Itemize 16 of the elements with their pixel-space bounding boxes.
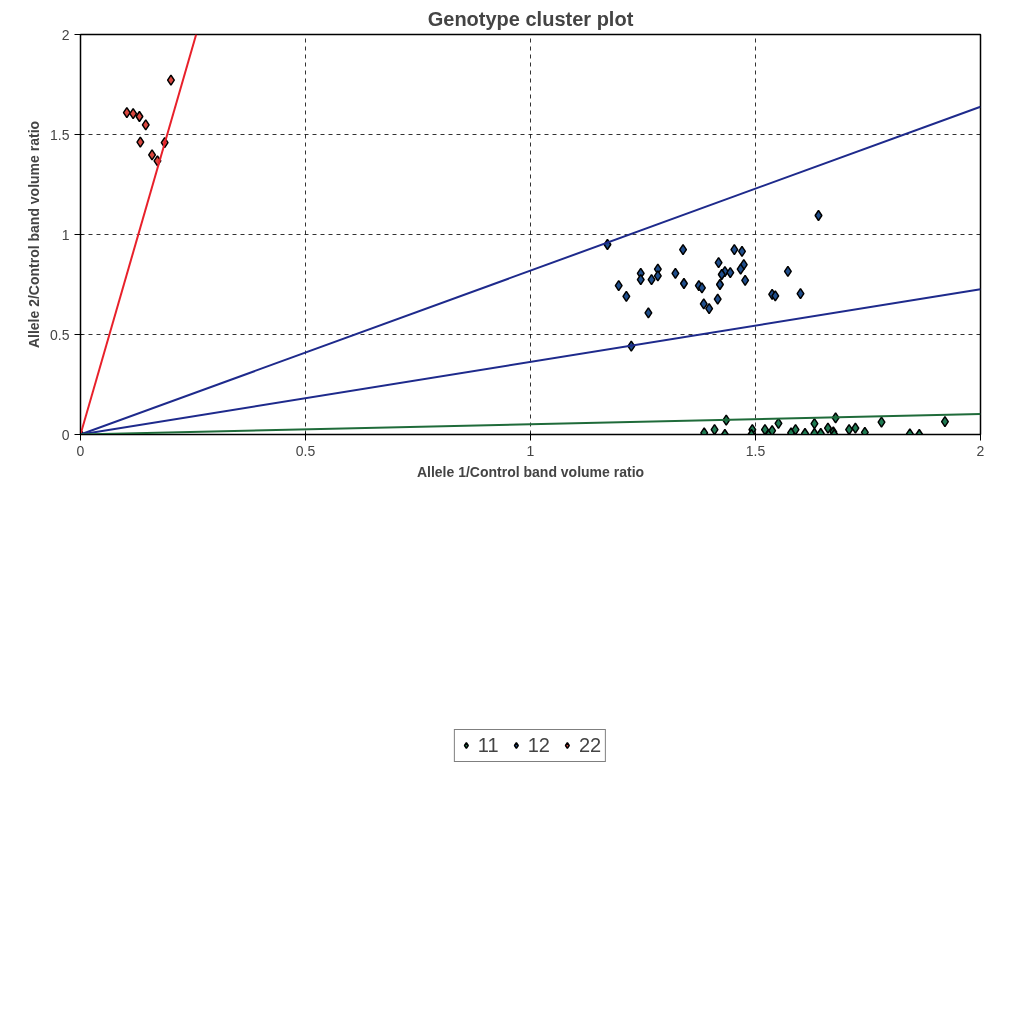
legend-label: 11 [477,733,499,757]
x-axis-title: Allele 1/Control band volume ratio [416,463,645,480]
y-tick-label: 2 [61,26,70,43]
x-tick-label: 2 [976,442,985,459]
x-tick-label: 1 [526,442,535,459]
chart-title: Genotype cluster plot [427,7,634,30]
x-tick-label: 0.5 [295,442,316,459]
x-tick-label: 1.5 [745,442,766,459]
legend-label: 12 [527,733,550,757]
legend-label: 22 [578,733,602,757]
y-axis-title: Allele 2/Control band volume ratio [26,120,43,349]
y-tick-label: 1.5 [50,126,70,143]
x-tick-label: 0 [76,442,85,459]
y-tick-label: 1 [61,226,70,243]
y-tick-label: 0.5 [50,326,70,343]
y-tick-label: 0 [61,426,70,443]
